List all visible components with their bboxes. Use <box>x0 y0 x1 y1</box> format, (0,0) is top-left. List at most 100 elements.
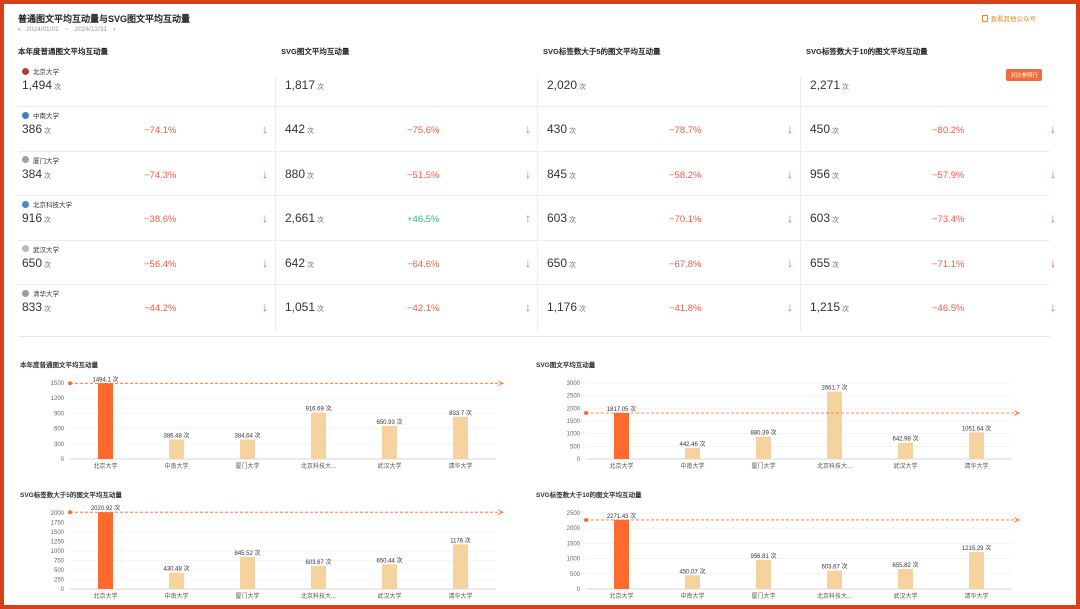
arrow-down-icon: ↓ <box>262 211 268 226</box>
column-divider <box>275 76 276 331</box>
y-tick-label: 900 <box>54 411 65 417</box>
metric-number: 603 <box>810 211 831 226</box>
x-tick-label: 中南大学 <box>164 592 188 600</box>
dashboard-panel: 普通图文平均互动量与SVG图文平均互动量 ‹ 2024/01/01 ~ 2024… <box>4 4 1076 605</box>
university-logo-icon <box>22 289 29 297</box>
university-name: 北京科技大学 <box>33 202 72 210</box>
bar <box>382 426 397 459</box>
data-label: 384.64 次 <box>234 432 260 440</box>
data-label: 880.39 次 <box>750 429 776 437</box>
date-next-button[interactable]: › <box>113 26 116 33</box>
arrow-up-icon: ↑ <box>525 211 531 226</box>
x-tick-label: 厦门大学 <box>751 462 775 470</box>
y-tick-label: 1200 <box>51 396 65 402</box>
metric-cell: 916 次 −38.6% ↓ <box>22 211 272 231</box>
metric-value: 430 次 <box>547 122 576 136</box>
bar <box>98 383 113 459</box>
metric-cell: 1,494 次 <box>22 78 272 98</box>
metric-unit: 次 <box>307 172 315 180</box>
metric-cell: 1,176 次 −41.8% ↓ <box>547 300 797 320</box>
metric-value: 603 次 <box>547 211 576 225</box>
x-tick-label: 武汉大学 <box>377 462 401 470</box>
metric-cell: 603 次 −73.4% ↓ <box>810 211 1060 231</box>
date-range: ‹ 2024/01/01 ~ 2024/12/31 › <box>18 26 115 33</box>
metric-unit: 次 <box>832 217 840 225</box>
bar <box>827 391 842 459</box>
university-name: 中南大学 <box>33 113 59 121</box>
change-percent: −41.8% <box>669 303 702 314</box>
x-tick-label: 北京大学 <box>609 592 633 600</box>
data-label: 386.48 次 <box>163 431 189 439</box>
metric-unit: 次 <box>54 84 62 91</box>
university-logo-icon <box>22 111 29 119</box>
metric-unit: 次 <box>569 217 577 225</box>
metric-value: 1,215 次 <box>810 300 849 314</box>
metric-unit: 次 <box>317 84 325 91</box>
metric-number: 1,215 <box>810 300 841 314</box>
metric-number: 450 <box>810 122 831 137</box>
change-percent: −74.3% <box>144 169 177 181</box>
x-tick-label: 北京科技大... <box>301 592 336 600</box>
bar <box>827 570 842 589</box>
metric-number: 956 <box>810 166 831 181</box>
y-tick-label: 1000 <box>567 557 581 563</box>
chart-normal: 本年度普通图文平均互动量 0 300 600 900 1200 1500 1494.1 次北… <box>18 359 508 471</box>
arrow-down-icon: ↓ <box>525 255 531 270</box>
other-accounts-label: 查看其他公众号 <box>990 16 1037 23</box>
metric-value: 1,176 次 <box>547 300 586 314</box>
bar <box>240 439 255 459</box>
metric-number: 603 <box>547 211 568 226</box>
metric-unit: 次 <box>317 217 325 225</box>
date-prev-button[interactable]: ‹ <box>18 26 21 33</box>
date-start[interactable]: 2024/01/01 <box>26 26 59 33</box>
metric-cell: 384 次 −74.3% ↓ <box>22 167 272 187</box>
metric-unit: 次 <box>832 261 840 269</box>
compare-reference-button[interactable]: 对比参照行 <box>1006 69 1042 81</box>
arrow-down-icon: ↓ <box>1050 166 1056 181</box>
data-label: 655.82 次 <box>892 561 918 569</box>
metric-value: 642 次 <box>285 256 314 270</box>
y-tick-label: 0 <box>61 457 65 463</box>
column-header-svg: SVG图文平均互动量 <box>281 47 350 56</box>
other-accounts-link[interactable]: 查看其他公众号 <box>981 13 1037 23</box>
metric-number: 442 <box>285 122 306 137</box>
y-tick-label: 1500 <box>51 530 65 536</box>
metric-value: 845 次 <box>547 167 576 181</box>
arrow-down-icon: ↓ <box>525 166 531 181</box>
change-percent: −67.8% <box>669 258 702 270</box>
reference-arrow-icon <box>1013 410 1020 416</box>
y-tick-label: 300 <box>54 442 65 448</box>
data-label: 1494.1 次 <box>92 375 118 383</box>
change-percent: −71.1% <box>932 258 965 270</box>
row-divider <box>18 106 1050 108</box>
metric-value: 916 次 <box>22 211 51 225</box>
row-divider <box>18 195 1050 197</box>
y-tick-label: 0 <box>61 587 65 593</box>
change-percent: −51.5% <box>407 169 440 181</box>
date-end[interactable]: 2024/12/31 <box>74 26 108 33</box>
change-percent: −78.7% <box>669 125 702 137</box>
university-label: 中南大学 <box>22 110 59 120</box>
x-tick-label: 中南大学 <box>164 462 188 470</box>
metric-unit: 次 <box>307 128 315 136</box>
metric-cell: 655 次 −71.1% ↓ <box>810 256 1060 276</box>
bar <box>898 442 913 459</box>
data-label: 1176 次 <box>450 536 471 544</box>
y-tick-label: 500 <box>54 568 65 574</box>
metric-number: 655 <box>810 255 831 270</box>
y-tick-label: 2000 <box>567 526 581 532</box>
metric-unit: 次 <box>832 128 840 136</box>
change-percent: −57.9% <box>932 169 965 181</box>
metric-unit: 次 <box>569 172 577 180</box>
data-label: 1215.29 次 <box>962 544 991 552</box>
bar <box>969 432 984 459</box>
arrow-down-icon: ↓ <box>787 122 793 137</box>
column-header-svg-gt10: SVG标签数大于10的图文平均互动量 <box>806 47 928 56</box>
reference-arrow-icon <box>1013 517 1020 523</box>
metric-value: 2,271 次 <box>810 78 849 92</box>
reference-arrow-icon <box>497 380 504 387</box>
data-label: 650.44 次 <box>376 556 402 564</box>
y-tick-label: 2500 <box>567 511 581 517</box>
